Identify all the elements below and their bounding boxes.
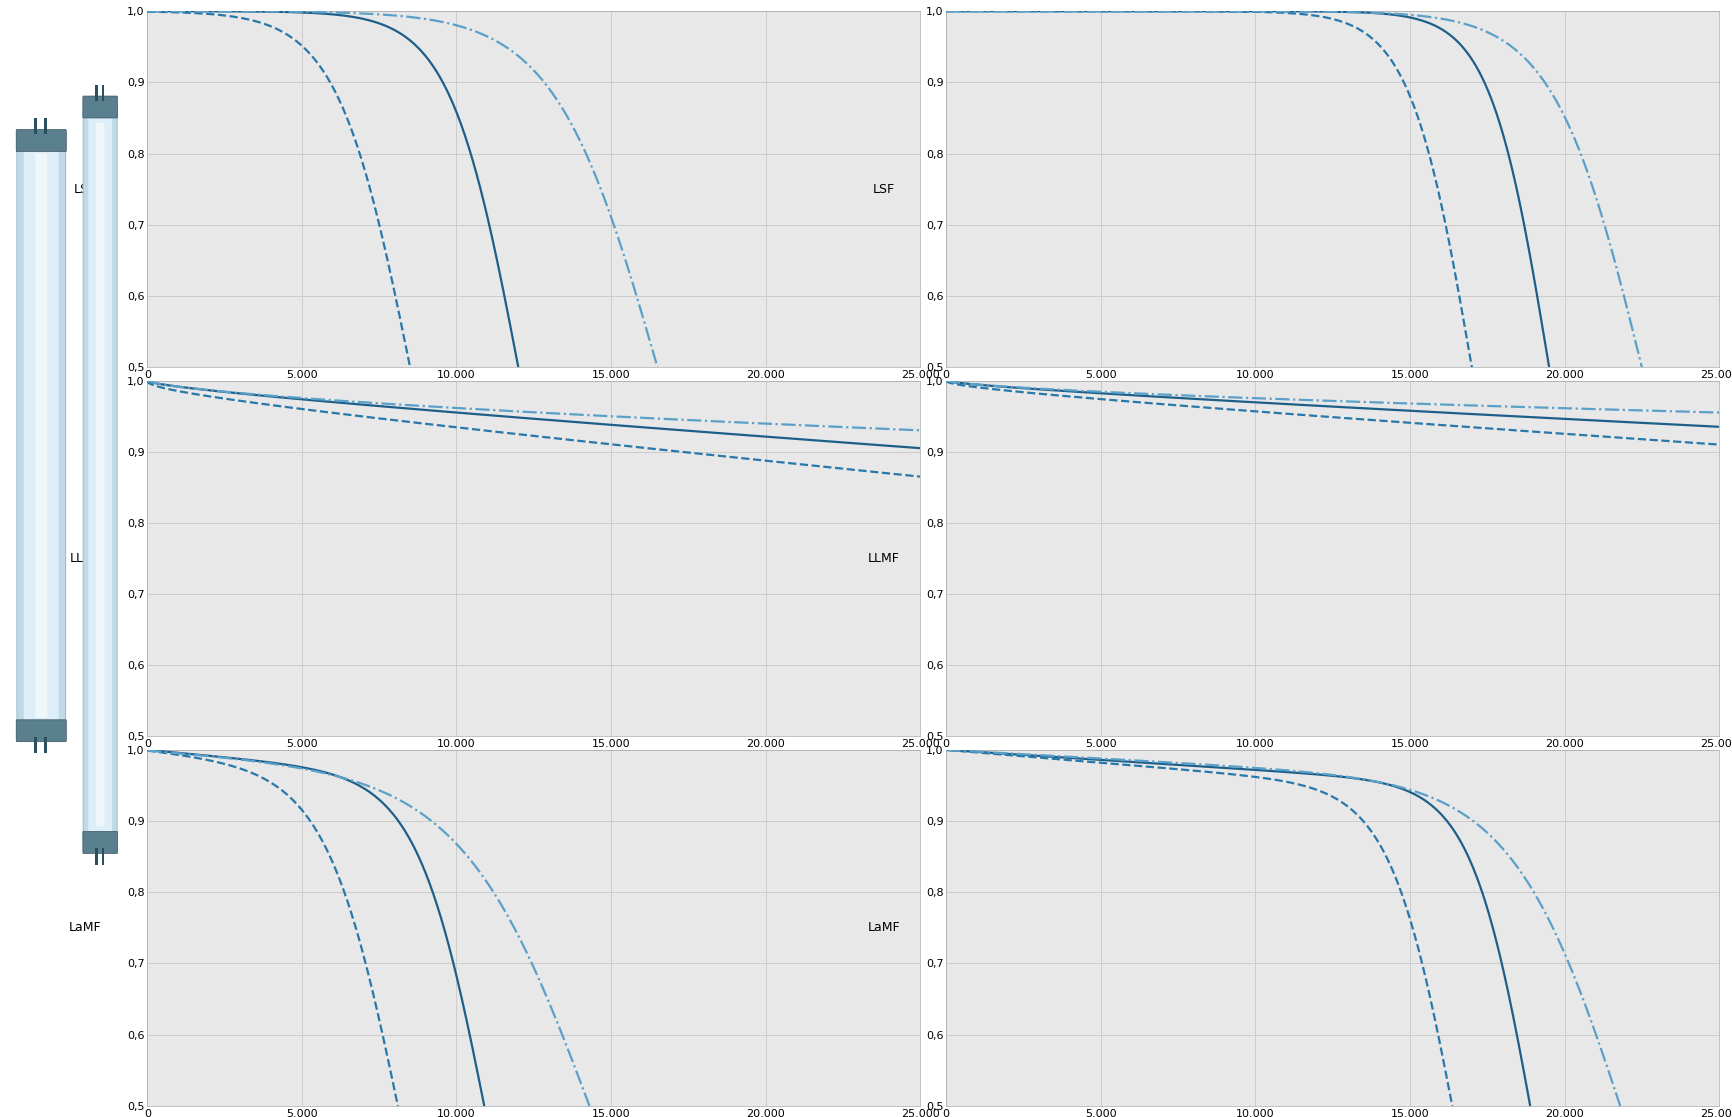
Y-axis label: LSF: LSF bbox=[873, 183, 895, 195]
Bar bbox=[102, 85, 104, 101]
FancyBboxPatch shape bbox=[17, 140, 66, 732]
X-axis label: Operation time in h: Operation time in h bbox=[1275, 752, 1389, 765]
FancyBboxPatch shape bbox=[35, 153, 47, 718]
FancyBboxPatch shape bbox=[17, 142, 24, 729]
Y-axis label: LLMF: LLMF bbox=[868, 552, 899, 565]
Bar bbox=[43, 737, 47, 753]
FancyBboxPatch shape bbox=[83, 96, 118, 118]
X-axis label: Operation time in h: Operation time in h bbox=[476, 383, 591, 395]
FancyBboxPatch shape bbox=[59, 142, 66, 729]
Bar bbox=[35, 118, 38, 134]
Bar bbox=[35, 737, 38, 753]
FancyBboxPatch shape bbox=[83, 106, 118, 843]
FancyBboxPatch shape bbox=[16, 719, 66, 742]
Bar bbox=[95, 85, 97, 101]
Y-axis label: LLMF: LLMF bbox=[69, 552, 100, 565]
Bar bbox=[95, 849, 97, 865]
Bar bbox=[102, 849, 104, 865]
Y-axis label: LaMF: LaMF bbox=[868, 922, 901, 934]
FancyBboxPatch shape bbox=[16, 130, 66, 152]
X-axis label: Operation time in h: Operation time in h bbox=[476, 752, 591, 765]
Bar bbox=[43, 118, 47, 134]
FancyBboxPatch shape bbox=[83, 831, 118, 853]
X-axis label: Operation time in h: Operation time in h bbox=[1275, 383, 1389, 395]
FancyBboxPatch shape bbox=[95, 123, 104, 827]
FancyBboxPatch shape bbox=[83, 108, 88, 841]
Y-axis label: LaMF: LaMF bbox=[69, 922, 102, 934]
Y-axis label: LSF: LSF bbox=[74, 183, 97, 195]
FancyBboxPatch shape bbox=[113, 108, 116, 841]
